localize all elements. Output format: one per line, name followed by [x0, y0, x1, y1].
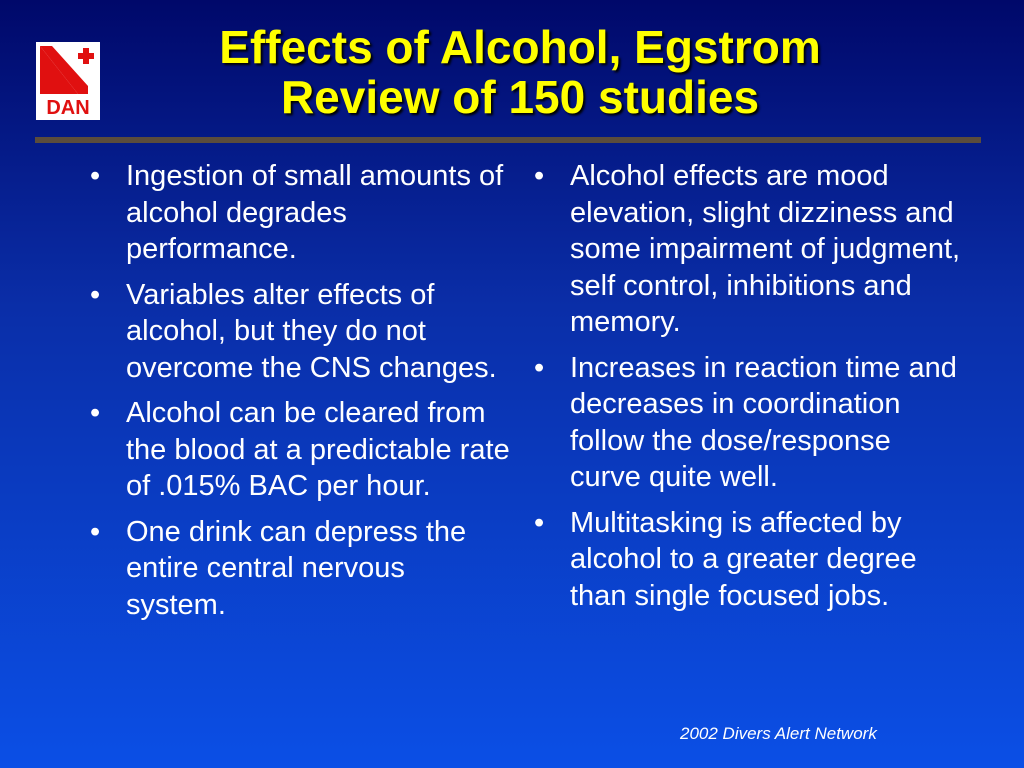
title: Effects of Alcohol, Egstrom Review of 15…	[110, 22, 930, 122]
footer: 2002 Divers Alert Network	[680, 724, 877, 743]
bullet-list: Ingestion of small amounts of alcohol de…	[90, 158, 511, 632]
logo-flag-stripe	[40, 46, 88, 94]
bullet: Ingestion of small amounts of alcohol de…	[90, 158, 511, 268]
bullet: Multitasking is affected by alcohol to a…	[534, 505, 965, 615]
logo-cross	[78, 53, 94, 59]
bullet: Variables alter effects of alcohol, but …	[90, 277, 511, 387]
bullet: Alcohol can be cleared from the blood at…	[90, 395, 511, 505]
title-line: Effects of Alcohol, Egstrom	[219, 21, 821, 73]
title-line: Review of 150 studies	[280, 71, 760, 123]
bullet: Alcohol effects are mood elevation, slig…	[534, 158, 965, 341]
logo-text: DAN	[46, 97, 89, 119]
divider	[35, 137, 981, 143]
bullet-list: Alcohol effects are mood elevation, slig…	[534, 158, 965, 623]
bullet: One drink can depress the entire central…	[90, 514, 511, 624]
bullet: Increases in reaction time and decreases…	[534, 350, 965, 496]
logo: DAN	[36, 42, 100, 120]
